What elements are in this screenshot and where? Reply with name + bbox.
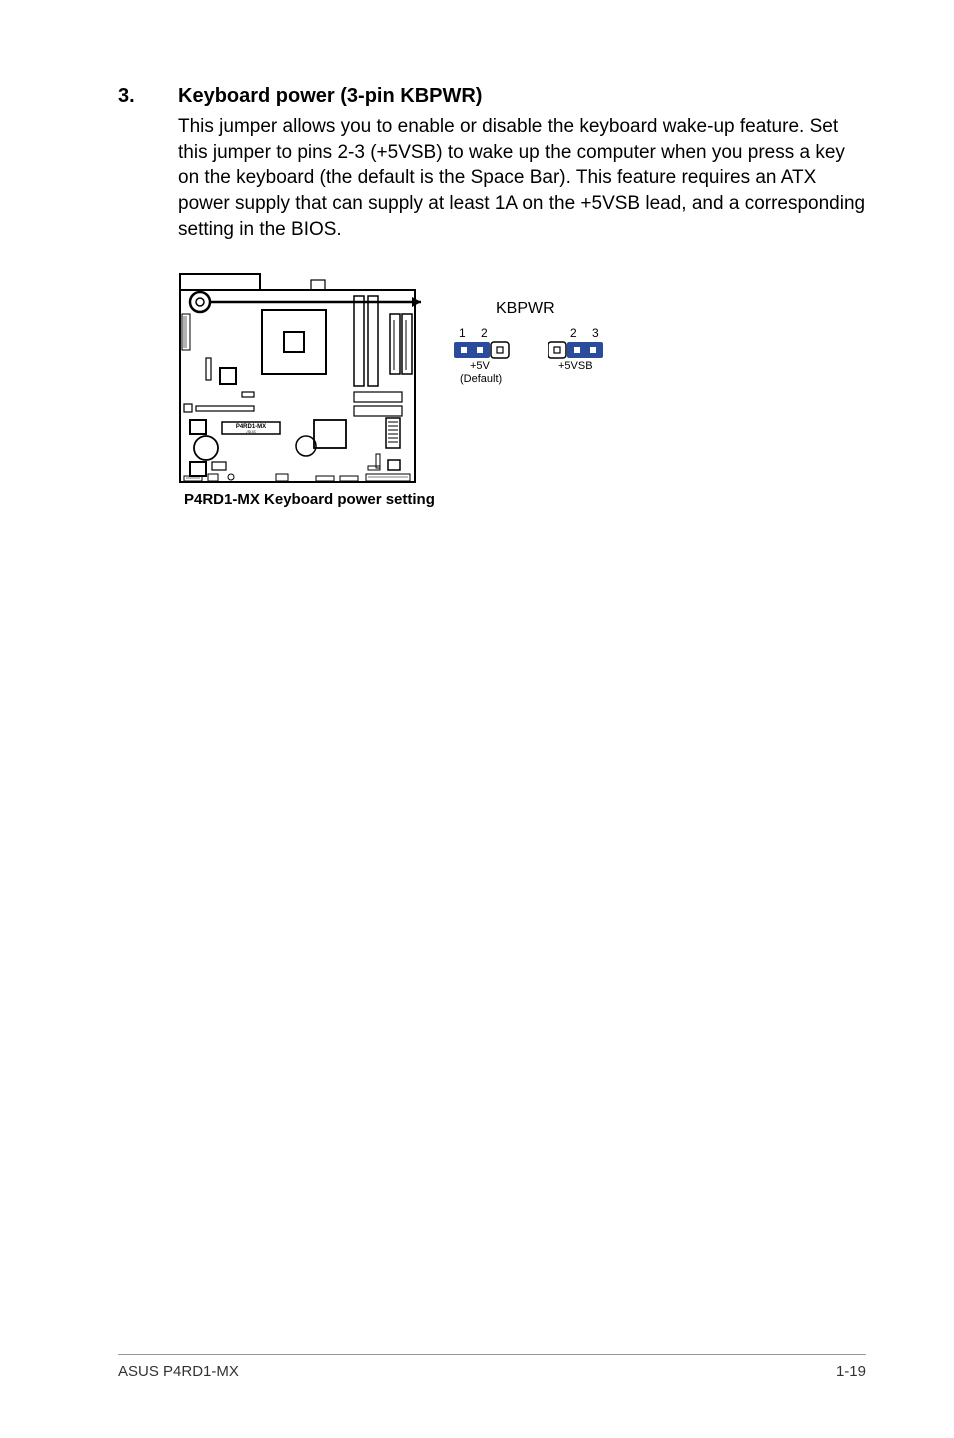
jumper1-pin-labels: 1 2 [459,326,494,340]
page-footer: ASUS P4RD1-MX 1-19 [118,1354,866,1380]
keyboard-power-diagram: P4RD1-MX /SUS KBPWR [176,270,776,508]
section-number: 3. [118,85,148,108]
section-title: Keyboard power (3-pin KBPWR) [178,85,866,108]
section-body: This jumper allows you to enable or disa… [178,114,866,242]
jumper1-sub2: (Default) [460,373,502,385]
svg-text:/SUS: /SUS [245,429,256,434]
jumper1-sub1: +5V [470,360,490,372]
jumper2-pin-labels: 2 3 [570,326,605,340]
footer-left: ASUS P4RD1-MX [118,1363,239,1380]
diagram-caption: P4RD1-MX Keyboard power setting [184,491,776,508]
footer-right: 1-19 [836,1363,866,1380]
jumper2-sub: +5VSB [558,360,593,372]
motherboard-schematic: P4RD1-MX /SUS [176,270,426,485]
kbpwr-label: KBPWR [496,300,555,318]
